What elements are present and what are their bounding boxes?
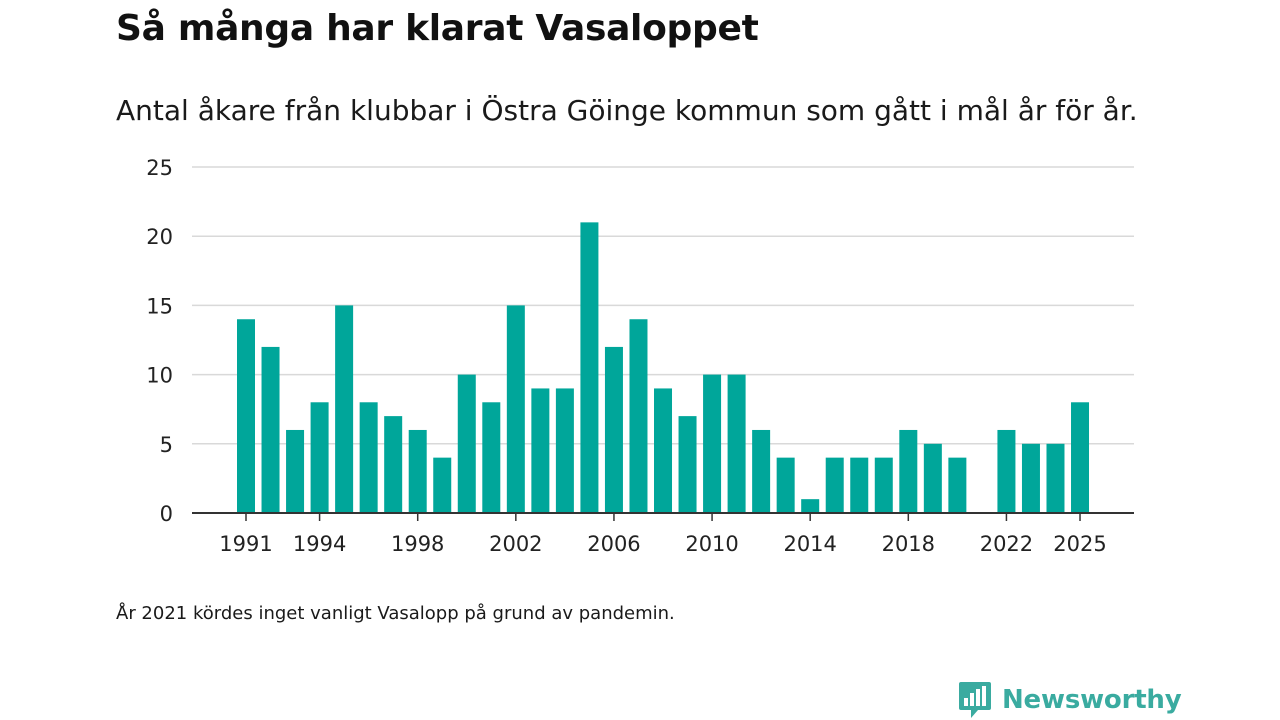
x-tick-label: 2022 [980, 532, 1033, 556]
bar-2022 [997, 429, 1016, 513]
bar-2014 [801, 499, 820, 513]
x-tick-label: 2018 [882, 532, 935, 556]
y-tick-label: 0 [160, 502, 173, 526]
y-tick-label: 10 [146, 364, 173, 388]
bar-1992 [261, 346, 280, 513]
bar-2020 [948, 457, 967, 513]
chart-title: Så många har klarat Vasaloppet [116, 8, 759, 49]
bar-2009 [678, 416, 697, 513]
x-tick-label: 2025 [1053, 532, 1106, 556]
bar-2023 [1021, 443, 1040, 513]
bar-2019 [923, 443, 942, 513]
x-tick-label: 1991 [219, 532, 272, 556]
x-tick-label: 1998 [391, 532, 444, 556]
bar-2001 [482, 402, 501, 513]
bar-1995 [335, 305, 354, 513]
x-tick-label: 1994 [293, 532, 346, 556]
y-tick-label: 15 [146, 294, 173, 318]
bar-2005 [580, 222, 599, 514]
bar-2016 [850, 457, 869, 513]
bar-2012 [752, 429, 771, 513]
x-tick-label: 2014 [783, 532, 836, 556]
bar-1999 [433, 457, 452, 513]
bar-1991 [237, 319, 255, 513]
bar-2006 [604, 346, 623, 513]
bar-1994 [310, 402, 329, 513]
bar-2007 [629, 319, 648, 513]
x-tick-label: 2006 [587, 532, 640, 556]
y-tick-label: 20 [146, 225, 173, 249]
bar-2025 [1071, 402, 1090, 513]
bar-2002 [506, 305, 525, 513]
bar-2013 [776, 457, 795, 513]
bar-1993 [286, 429, 305, 513]
bar-2000 [457, 374, 476, 513]
x-tick-label: 2010 [685, 532, 738, 556]
y-tick-label: 25 [146, 156, 173, 180]
footnote: År 2021 kördes inget vanligt Vasalopp på… [116, 603, 675, 624]
bar-2008 [654, 388, 673, 513]
bar-2015 [825, 457, 844, 513]
y-tick-label: 5 [160, 433, 173, 457]
bar-2011 [727, 374, 746, 513]
chart-subtitle: Antal åkare från klubbar i Östra Göinge … [116, 94, 1138, 127]
newsworthy-logo-icon [959, 682, 991, 718]
x-tick-label: 2002 [489, 532, 542, 556]
bar-1997 [384, 416, 403, 513]
bar-1996 [359, 402, 378, 513]
bar-2024 [1046, 443, 1065, 513]
brand-name: Newsworthy [1002, 685, 1182, 715]
bar-1998 [408, 429, 427, 513]
bar-2003 [531, 388, 550, 513]
bar-2004 [555, 388, 574, 513]
bar-2017 [874, 457, 893, 513]
brand-logo: Newsworthy [958, 680, 1182, 720]
bar-2018 [899, 429, 918, 513]
bar-2010 [703, 374, 722, 513]
